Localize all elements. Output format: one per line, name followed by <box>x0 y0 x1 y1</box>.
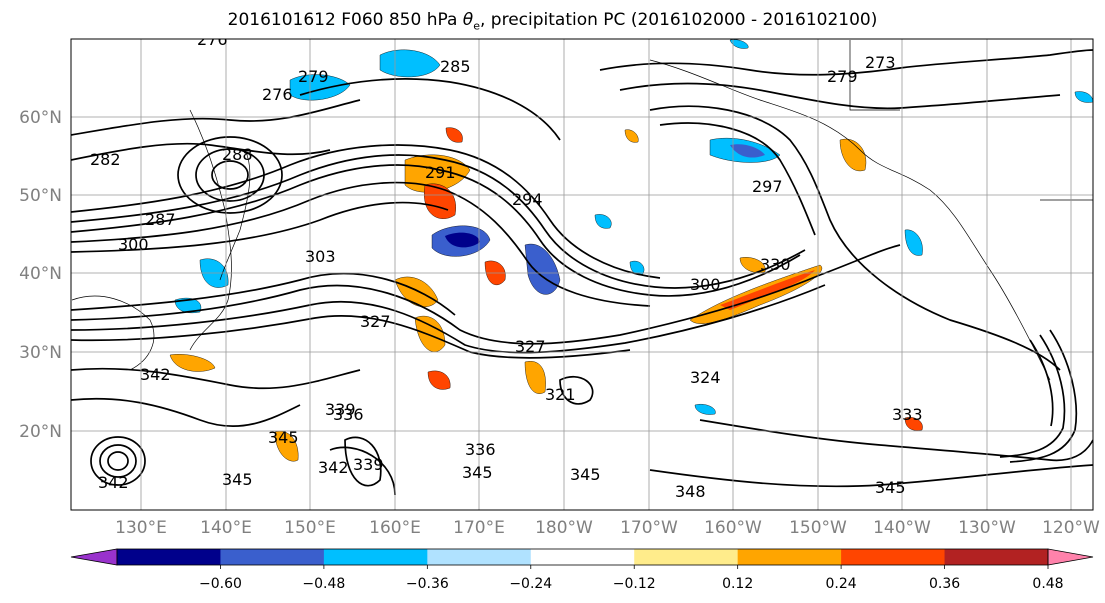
colorbar-tick-label: 0.24 <box>826 576 857 592</box>
contour-label: 297 <box>752 177 783 196</box>
map-area <box>71 39 1093 510</box>
colorbar-segment <box>634 549 739 565</box>
colorbar-segment <box>841 549 946 565</box>
colorbar-segment <box>117 549 221 565</box>
contour-label: 321 <box>545 385 576 404</box>
colorbar-tick-label: 0.36 <box>929 576 960 592</box>
contour-label: 291 <box>425 163 456 182</box>
contour-label: 336 <box>465 440 496 459</box>
colorbar-segment <box>427 549 532 565</box>
title-suffix: , precipitation PC (2016102000 - 2016102… <box>479 10 878 30</box>
contour-label: 345 <box>268 428 299 447</box>
map-frame <box>70 38 1094 511</box>
lon-label: 160°E <box>369 518 421 538</box>
contour-label: 288 <box>222 145 253 164</box>
contour-label: 345 <box>570 465 601 484</box>
colorbar-segment <box>323 549 428 565</box>
title-subscript: e <box>473 19 480 33</box>
longitude-labels: 130°E 140°E 150°E 160°E 170°E 180°W 170°W 160°W… <box>115 518 1100 538</box>
colorbar-segment <box>944 549 1049 565</box>
contour-label: 345 <box>462 463 493 482</box>
map-content: 276 279 276 285 279 273 282 288 287 291 294 297 300 3… <box>71 30 1093 510</box>
lon-label: 120°W <box>1042 518 1100 538</box>
lon-label: 150°W <box>789 518 847 538</box>
contour-label: 285 <box>440 57 471 76</box>
contour-label: 339 <box>325 400 356 419</box>
colorbar-tick-label: 0.12 <box>722 576 753 592</box>
colorbar-tick-label: −0.60 <box>199 576 242 592</box>
contour-label: 327 <box>515 337 546 356</box>
lon-label: 150°E <box>284 518 336 538</box>
colorbar-segment <box>737 549 842 565</box>
colorbar-tick-label: −0.48 <box>302 576 345 592</box>
contour-label: 273 <box>865 53 896 72</box>
lat-label: 50°N <box>19 186 62 206</box>
contour-label: 300 <box>118 235 149 254</box>
contour-label: 345 <box>222 470 253 489</box>
contour-label: 336 <box>333 405 364 424</box>
contour-label: 282 <box>90 150 121 169</box>
colorbar-tick-label: 0.48 <box>1032 576 1063 592</box>
contour-label: 342 <box>98 473 129 492</box>
lon-label: 140°E <box>200 518 252 538</box>
colorbar-tick-label: −0.24 <box>509 576 552 592</box>
lat-label: 60°N <box>19 108 62 128</box>
colorbar-ticks: −0.60 −0.48 −0.36 −0.24 −0.12 0.12 0.24 0.36 0.4… <box>199 565 1064 592</box>
contour-label: 333 <box>892 405 923 424</box>
contour-label: 339 <box>353 455 384 474</box>
contour-label: 300 <box>690 275 721 294</box>
lat-label: 20°N <box>19 422 62 442</box>
lon-label: 160°W <box>704 518 762 538</box>
lon-label: 170°E <box>453 518 505 538</box>
colorbar-segment <box>220 549 325 565</box>
contour-label: 279 <box>827 67 858 86</box>
contour-label: 276 <box>262 85 293 104</box>
lon-label: 130°W <box>958 518 1016 538</box>
lon-label: 140°W <box>873 518 931 538</box>
colorbar-extend-max <box>1047 548 1094 566</box>
contour-label: 342 <box>318 458 349 477</box>
contour-label: 345 <box>875 478 906 497</box>
colorbar-segment <box>530 549 635 565</box>
contour-label: 279 <box>298 67 329 86</box>
contour-label: 324 <box>690 368 721 387</box>
contour-label: 276 <box>197 30 228 49</box>
graticule <box>71 39 1093 510</box>
contour-label: 303 <box>305 247 336 266</box>
figure-title: 2016101612 F060 850 hPa θe, precipitatio… <box>0 10 1105 32</box>
latitude-labels: 60°N 50°N 40°N 30°N 20°N <box>19 108 62 442</box>
title-prefix: 2016101612 F060 850 hPa <box>227 10 463 30</box>
lat-label: 40°N <box>19 264 62 284</box>
lon-label: 170°W <box>620 518 678 538</box>
contour-label: 287 <box>145 210 176 229</box>
contour-labels: 276 279 276 285 279 273 282 288 287 291 294 297 300 3… <box>90 30 923 501</box>
colorbar-extend-min <box>70 548 118 566</box>
colorbar <box>70 548 1094 566</box>
contour-label: 342 <box>140 365 171 384</box>
lon-label: 130°E <box>115 518 167 538</box>
colorbar-outline <box>116 548 1049 566</box>
contour-label: 330 <box>760 255 791 274</box>
colorbar-tick-label: −0.12 <box>613 576 656 592</box>
title-symbol: θ <box>462 10 474 30</box>
contour-label: 348 <box>675 482 706 501</box>
contour-label: 327 <box>360 312 391 331</box>
contour-label: 294 <box>512 190 543 209</box>
lon-label: 180°W <box>535 518 593 538</box>
lat-label: 30°N <box>19 343 62 363</box>
colorbar-tick-label: −0.36 <box>406 576 449 592</box>
